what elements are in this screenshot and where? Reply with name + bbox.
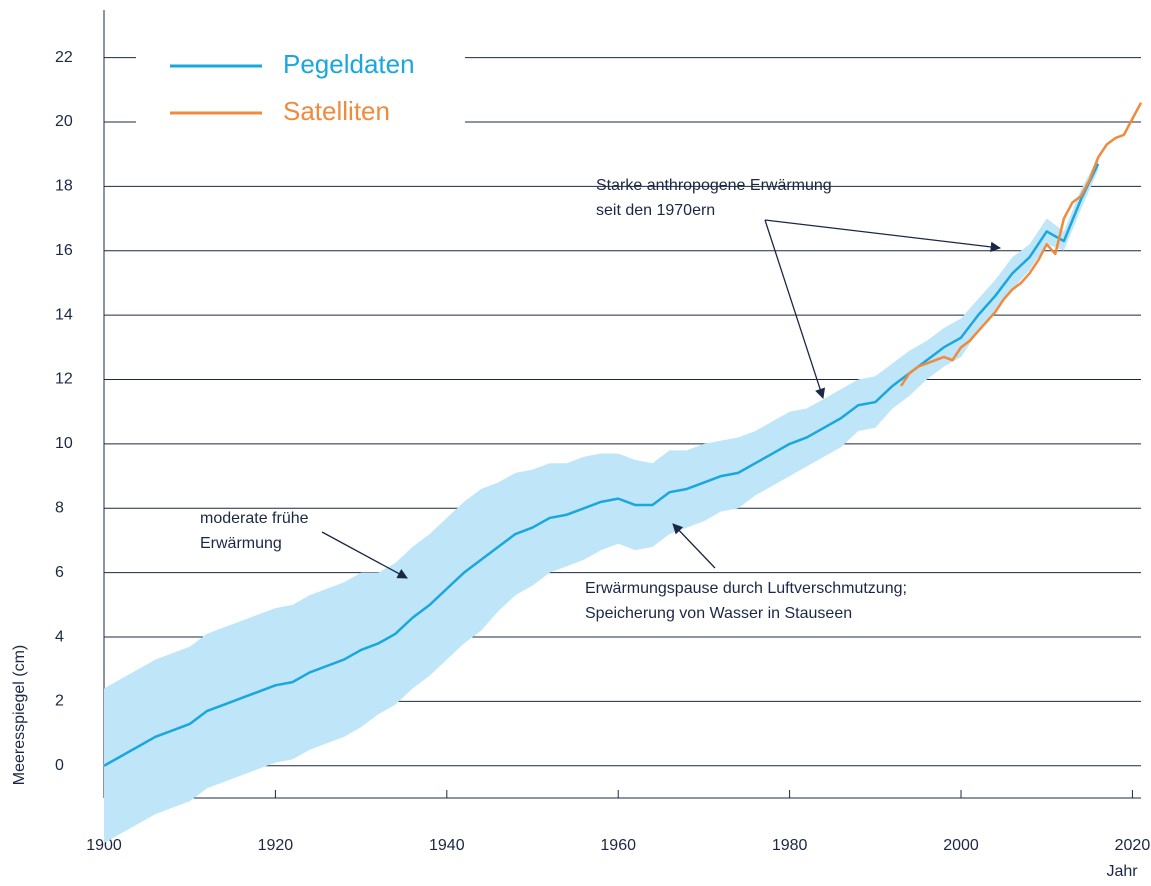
y-tick-label: 6: [55, 564, 64, 581]
arrow: [764, 219, 1002, 253]
y-tick-label: 20: [55, 113, 73, 130]
legend-background: [136, 40, 465, 136]
y-tick-label: 2: [55, 693, 64, 710]
y-tick-label: 4: [55, 628, 64, 645]
annotation: Erwärmung: [200, 535, 282, 552]
annotation: Erwärmungspause durch Luftverschmutzung;: [585, 580, 907, 597]
series-line: [103, 163, 1100, 767]
y-tick-label: 12: [55, 371, 73, 388]
plot-area: [103, 102, 1143, 844]
y-tick-label: 22: [55, 49, 73, 66]
annotation: Starke anthropogene Erwärmung: [596, 177, 832, 194]
x-axis-label: Jahr: [1106, 863, 1138, 880]
x-tick-label: 2020: [1115, 837, 1151, 854]
legend: Pegeldaten Satelliten: [170, 49, 415, 126]
x-tick-label: 1940: [429, 837, 465, 854]
arrow: [672, 523, 716, 569]
legend-label: Satelliten: [283, 96, 390, 126]
arrow: [764, 219, 826, 399]
annotation: seit den 1970ern: [596, 202, 715, 219]
annotation: moderate frühe: [200, 510, 309, 527]
legend-label: Pegeldaten: [283, 49, 415, 79]
uncertainty-band: [104, 157, 1099, 844]
x-tick-label: 1900: [86, 837, 122, 854]
y-tick-label: 8: [55, 499, 64, 516]
y-tick-label: 18: [55, 178, 73, 195]
y-tick-label: 0: [55, 757, 64, 774]
y-tick-label: 14: [55, 306, 73, 323]
x-tick-label: 1980: [772, 837, 808, 854]
x-tick-label: 2000: [943, 837, 979, 854]
y-axis-label: Meeresspiegel (cm): [11, 645, 28, 785]
x-tick-label: 1960: [600, 837, 636, 854]
annotations: moderate frühe Erwärmung Erwärmungspause d…: [200, 177, 907, 622]
y-tick-label: 16: [55, 242, 73, 259]
x-tick-label: 1920: [258, 837, 294, 854]
annotation-arrows: [321, 219, 1002, 579]
annotation: Speicherung von Wasser in Stauseen: [585, 605, 852, 622]
y-tick-label: 10: [55, 435, 73, 452]
series-line: [899, 102, 1143, 387]
arrow: [321, 531, 408, 579]
